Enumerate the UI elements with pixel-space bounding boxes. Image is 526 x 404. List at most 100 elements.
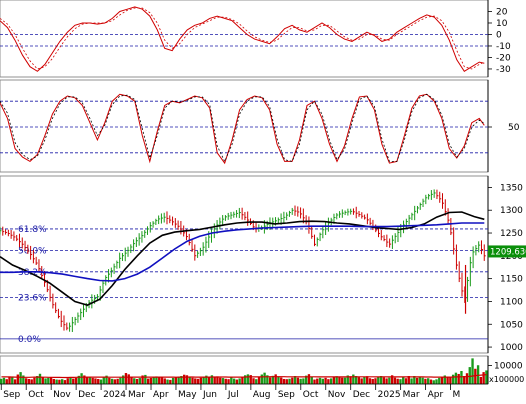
- price-tick-label: 1100: [500, 297, 523, 307]
- volume-bar: [241, 377, 244, 384]
- volume-bar: [58, 379, 61, 384]
- volume-bar: [191, 377, 194, 384]
- volume-bar: [19, 372, 22, 384]
- volume-bar: [316, 378, 319, 384]
- volume-bar: [305, 375, 308, 384]
- volume-bar: [468, 367, 471, 384]
- volume-bar: [366, 376, 369, 384]
- volume-bar: [377, 376, 380, 384]
- volume-bar: [216, 376, 219, 384]
- volume-bar: [324, 377, 327, 384]
- volume-bar: [177, 376, 180, 384]
- month-label: Sep: [278, 390, 295, 400]
- volume-bar: [207, 377, 211, 384]
- volume-bar: [246, 374, 250, 384]
- volume-bar: [432, 380, 435, 384]
- month-label: May: [178, 390, 197, 400]
- volume-bar: [271, 375, 275, 384]
- volume-bar: [429, 379, 433, 384]
- price-tick-label: 1300: [500, 206, 523, 216]
- volume-bar: [485, 370, 488, 384]
- volume-bar: [327, 379, 330, 384]
- volume-bar: [85, 377, 89, 384]
- volume-bar: [230, 377, 233, 384]
- volume-bar: [74, 377, 78, 384]
- volume-bar: [402, 377, 405, 384]
- volume-bar: [232, 378, 236, 384]
- volume-bar: [33, 377, 36, 384]
- volume-bar: [479, 376, 483, 384]
- volume-bar: [160, 377, 164, 384]
- volume-bar: [16, 374, 19, 384]
- volume-bar: [221, 378, 225, 384]
- volume-bar: [113, 379, 117, 384]
- oscillator-tick-label: -10: [496, 42, 511, 52]
- volume-bar: [124, 373, 128, 384]
- volume-bar: [260, 374, 263, 384]
- volume-bar: [127, 374, 130, 384]
- volume-bar: [72, 378, 75, 384]
- volume-bar: [169, 379, 172, 384]
- month-label: M: [453, 390, 461, 400]
- volume-bar: [451, 374, 455, 384]
- month-label: Sep: [3, 390, 20, 400]
- volume-bar: [171, 377, 175, 384]
- volume-bar: [413, 376, 416, 384]
- volume-bar: [296, 377, 300, 384]
- price-tick-label: 1150: [500, 275, 523, 285]
- volume-bar: [52, 378, 56, 384]
- stochastic-tick-label: 50: [508, 123, 520, 133]
- month-label: Oct: [28, 390, 44, 400]
- price-tick-label: 1050: [500, 320, 523, 330]
- fibonacci-level-label: 38.2%: [18, 268, 47, 278]
- volume-bar: [2, 377, 6, 384]
- volume-bar: [346, 375, 349, 384]
- volume-bar: [368, 378, 372, 384]
- volume-bar: [341, 377, 344, 384]
- current-price-label: 1209.630: [490, 247, 526, 257]
- volume-bar: [8, 376, 11, 384]
- oscillator-tick-label: -20: [496, 53, 511, 63]
- volume-bar: [210, 375, 214, 384]
- volume-bar: [133, 378, 136, 384]
- volume-bar: [266, 375, 269, 384]
- volume-bar: [338, 376, 341, 384]
- volume-moving-average-line: [1, 374, 487, 379]
- volume-bar: [302, 378, 305, 384]
- volume-bar: [268, 377, 272, 384]
- volume-bar: [393, 377, 397, 384]
- volume-bar: [291, 377, 294, 384]
- volume-bar: [166, 379, 169, 384]
- volume-bar: [77, 375, 80, 384]
- oscillator-tick-label: 0: [496, 30, 502, 40]
- volume-bar: [41, 376, 44, 384]
- volume-bar: [335, 376, 338, 384]
- volume-bar: [388, 377, 391, 384]
- volume-unit-label: x100000: [489, 375, 524, 384]
- volume-bar: [318, 377, 322, 384]
- price-tick-label: 1250: [500, 229, 523, 239]
- month-axis: Sep Oct Nov Dec 2024 Mar Apr May Jun Jul Aug Sep Oct…: [0, 383, 488, 400]
- volume-bar: [49, 377, 53, 384]
- price-tick-label: 1000: [500, 343, 523, 353]
- volume-bar: [227, 379, 230, 384]
- volume-bar: [277, 376, 280, 384]
- volume-bar: [47, 377, 50, 384]
- volume-bar: [24, 378, 28, 384]
- volume-bar: [80, 373, 83, 384]
- volume-bar: [27, 378, 31, 384]
- month-label: Mar: [128, 390, 145, 400]
- volume-bar: [374, 378, 377, 384]
- volume-bar: [482, 372, 485, 384]
- volume-bar: [404, 378, 408, 384]
- moving-average-black-line: [0, 211, 485, 306]
- volume-bar: [0, 378, 3, 384]
- oscillator-series-line: [0, 7, 485, 70]
- volume-bar: [11, 377, 14, 384]
- volume-bar: [307, 374, 311, 384]
- stochastic-series-line: [0, 93, 485, 165]
- volume-tick-label: 10000: [494, 361, 523, 371]
- volume-bar: [61, 379, 64, 384]
- volume-bar: [363, 376, 366, 384]
